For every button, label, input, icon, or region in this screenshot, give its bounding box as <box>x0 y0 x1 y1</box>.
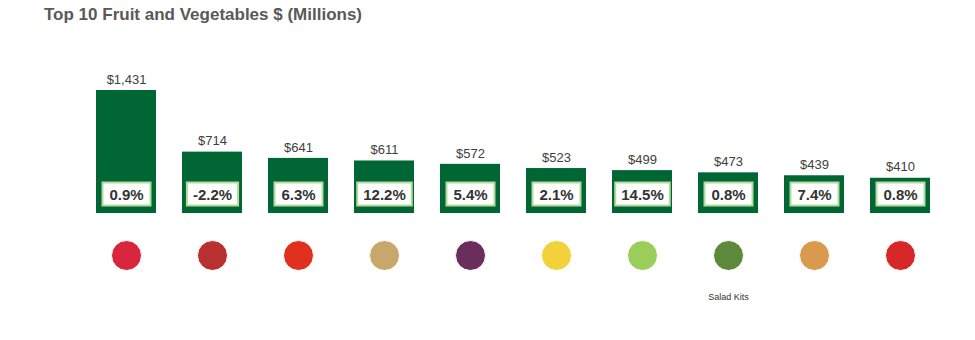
html-text:Top 10 Fruit and Vegetables $: Top 10 Fruit and Vegetables $ (Millions) <box>44 5 362 24</box>
svg-text:Salad Kits: Salad Kits <box>708 292 749 302</box>
svg-text:0.9%: 0.9% <box>109 186 143 203</box>
svg-text:7.4%: 7.4% <box>797 186 831 203</box>
svg-text:0.8%: 0.8% <box>711 186 745 203</box>
svg-text:$572: $572 <box>456 145 485 160</box>
svg-text:$611: $611 <box>371 142 399 157</box>
svg-text:5.4%: 5.4% <box>453 186 487 203</box>
svg-text:-2.2%: -2.2% <box>193 186 232 203</box>
svg-text:0.8%: 0.8% <box>883 186 917 203</box>
svg-text:$523: $523 <box>542 150 571 165</box>
svg-text:$499: $499 <box>628 152 657 167</box>
svg-text:14.5%: 14.5% <box>621 186 664 203</box>
svg-text:$1,431: $1,431 <box>107 72 147 87</box>
svg-text:$473: $473 <box>714 154 743 169</box>
svg-text:$641: $641 <box>284 140 313 155</box>
svg-text:$714: $714 <box>198 133 227 148</box>
svg-text:6.3%: 6.3% <box>281 186 315 203</box>
svg-text:$410: $410 <box>886 159 915 174</box>
svg-text:12.2%: 12.2% <box>363 186 406 203</box>
svg-text:$439: $439 <box>800 157 829 172</box>
svg-text:2.1%: 2.1% <box>539 186 573 203</box>
